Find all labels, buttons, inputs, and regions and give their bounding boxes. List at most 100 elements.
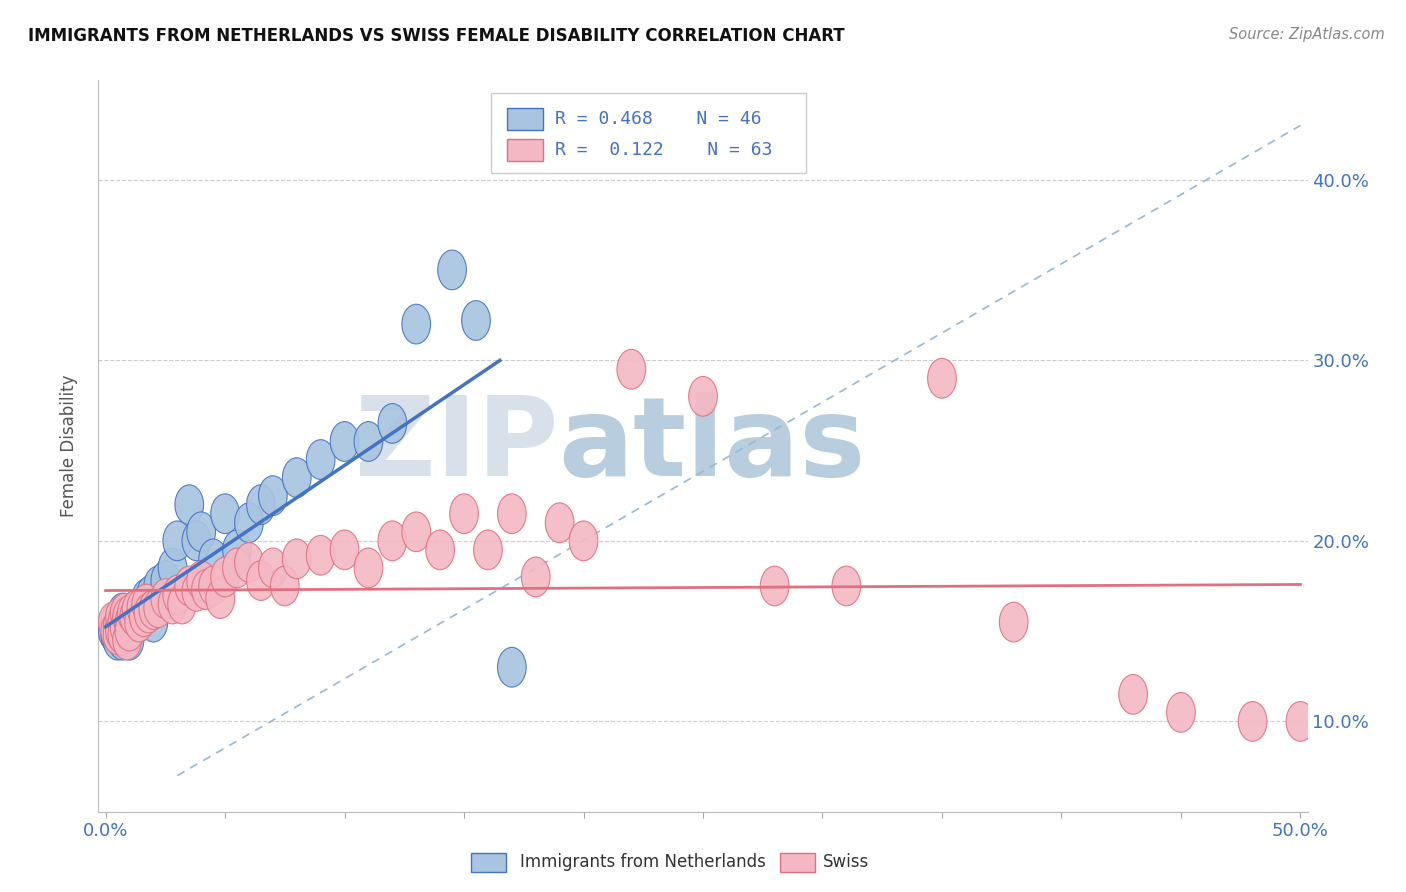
Ellipse shape (307, 440, 335, 479)
Ellipse shape (1239, 701, 1267, 741)
Ellipse shape (108, 620, 136, 660)
Ellipse shape (105, 611, 134, 651)
Ellipse shape (132, 584, 160, 624)
FancyBboxPatch shape (508, 139, 543, 161)
Ellipse shape (235, 542, 263, 582)
Ellipse shape (105, 615, 134, 655)
FancyBboxPatch shape (492, 93, 806, 173)
Ellipse shape (498, 494, 526, 533)
Y-axis label: Female Disability: Female Disability (59, 375, 77, 517)
Text: R = 0.468    N = 46: R = 0.468 N = 46 (555, 110, 762, 128)
Ellipse shape (129, 597, 157, 637)
Ellipse shape (205, 579, 235, 618)
Ellipse shape (125, 602, 153, 642)
Ellipse shape (108, 615, 136, 655)
Ellipse shape (354, 548, 382, 588)
Text: ZIP: ZIP (354, 392, 558, 500)
Ellipse shape (1286, 701, 1315, 741)
Ellipse shape (127, 588, 156, 627)
Ellipse shape (163, 575, 191, 615)
Ellipse shape (1000, 602, 1028, 642)
Ellipse shape (118, 593, 146, 633)
Ellipse shape (110, 602, 139, 642)
Ellipse shape (235, 503, 263, 542)
Ellipse shape (115, 602, 143, 642)
Ellipse shape (150, 561, 180, 600)
Ellipse shape (112, 597, 142, 637)
Ellipse shape (198, 539, 228, 579)
Text: Source: ZipAtlas.com: Source: ZipAtlas.com (1229, 27, 1385, 42)
Ellipse shape (136, 575, 166, 615)
Ellipse shape (112, 597, 142, 637)
Ellipse shape (143, 588, 173, 627)
Ellipse shape (330, 422, 359, 461)
FancyBboxPatch shape (508, 108, 543, 130)
Ellipse shape (157, 584, 187, 624)
Ellipse shape (122, 590, 150, 630)
Ellipse shape (354, 422, 382, 461)
Ellipse shape (98, 602, 127, 642)
Ellipse shape (402, 512, 430, 551)
Ellipse shape (101, 615, 129, 655)
Ellipse shape (283, 458, 311, 498)
Ellipse shape (103, 620, 132, 660)
Ellipse shape (167, 584, 197, 624)
Ellipse shape (103, 607, 132, 648)
Ellipse shape (402, 304, 430, 344)
Ellipse shape (110, 611, 139, 651)
Ellipse shape (211, 558, 239, 597)
Ellipse shape (108, 602, 136, 642)
Ellipse shape (120, 599, 149, 639)
Ellipse shape (125, 602, 153, 642)
Ellipse shape (378, 521, 406, 561)
Ellipse shape (1167, 692, 1195, 732)
Ellipse shape (115, 606, 143, 646)
Ellipse shape (211, 494, 239, 533)
Ellipse shape (246, 561, 276, 600)
Ellipse shape (522, 558, 550, 597)
Ellipse shape (307, 535, 335, 575)
Ellipse shape (546, 503, 574, 542)
Ellipse shape (105, 607, 134, 648)
Ellipse shape (474, 530, 502, 570)
Ellipse shape (450, 494, 478, 533)
Ellipse shape (461, 301, 491, 341)
Ellipse shape (134, 584, 163, 624)
Ellipse shape (181, 521, 211, 561)
Ellipse shape (259, 475, 287, 516)
Ellipse shape (163, 521, 191, 561)
Ellipse shape (569, 521, 598, 561)
Ellipse shape (246, 485, 276, 524)
Ellipse shape (330, 530, 359, 570)
Ellipse shape (832, 566, 860, 606)
Ellipse shape (174, 485, 204, 524)
Ellipse shape (222, 530, 252, 570)
Ellipse shape (426, 530, 454, 570)
Text: Immigrants from Netherlands: Immigrants from Netherlands (520, 853, 766, 871)
Ellipse shape (761, 566, 789, 606)
Ellipse shape (115, 611, 143, 651)
Ellipse shape (222, 548, 252, 588)
Ellipse shape (101, 611, 129, 651)
Ellipse shape (689, 376, 717, 417)
Ellipse shape (120, 597, 149, 637)
Ellipse shape (187, 512, 215, 551)
Ellipse shape (378, 403, 406, 443)
Text: IMMIGRANTS FROM NETHERLANDS VS SWISS FEMALE DISABILITY CORRELATION CHART: IMMIGRANTS FROM NETHERLANDS VS SWISS FEM… (28, 27, 845, 45)
Ellipse shape (105, 597, 134, 637)
Text: Swiss: Swiss (823, 853, 869, 871)
Ellipse shape (115, 620, 143, 660)
Ellipse shape (150, 579, 180, 618)
Ellipse shape (143, 566, 173, 606)
Ellipse shape (187, 561, 215, 600)
Ellipse shape (103, 615, 132, 655)
Ellipse shape (112, 620, 142, 660)
Text: R =  0.122    N = 63: R = 0.122 N = 63 (555, 141, 773, 159)
Ellipse shape (132, 579, 160, 618)
Ellipse shape (498, 648, 526, 687)
Ellipse shape (127, 588, 156, 627)
Ellipse shape (157, 548, 187, 588)
Ellipse shape (437, 250, 467, 290)
Ellipse shape (198, 566, 228, 606)
Ellipse shape (118, 593, 146, 633)
